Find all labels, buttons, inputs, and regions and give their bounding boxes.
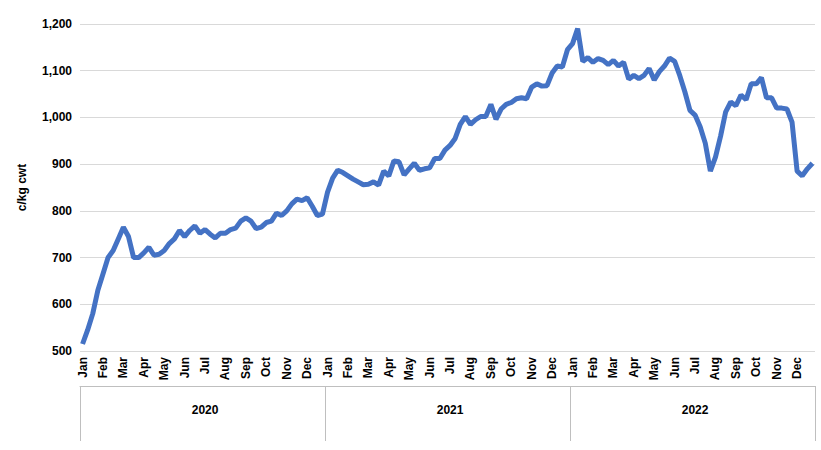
- svg-text:2020: 2020: [192, 403, 219, 417]
- svg-text:Sep: Sep: [239, 357, 253, 379]
- svg-text:Oct: Oct: [259, 357, 273, 377]
- svg-text:Oct: Oct: [504, 357, 518, 377]
- svg-text:Nov: Nov: [770, 357, 784, 380]
- svg-text:Aug: Aug: [218, 357, 232, 380]
- svg-text:Jun: Jun: [423, 357, 437, 378]
- svg-text:May: May: [402, 357, 416, 381]
- svg-text:Nov: Nov: [525, 357, 539, 380]
- svg-text:Apr: Apr: [382, 357, 396, 378]
- svg-text:Dec: Dec: [790, 357, 804, 379]
- svg-text:Nov: Nov: [280, 357, 294, 380]
- svg-text:1,000: 1,000: [42, 110, 72, 124]
- svg-text:800: 800: [52, 204, 72, 218]
- svg-text:Sep: Sep: [484, 357, 498, 379]
- svg-text:c/kg cwt: c/kg cwt: [15, 164, 29, 211]
- svg-text:Dec: Dec: [545, 357, 559, 379]
- svg-text:Jan: Jan: [321, 357, 335, 378]
- svg-text:Apr: Apr: [627, 357, 641, 378]
- svg-text:Jul: Jul: [443, 357, 457, 374]
- svg-text:Jan: Jan: [566, 357, 580, 378]
- svg-text:Jul: Jul: [688, 357, 702, 374]
- svg-text:500: 500: [52, 344, 72, 358]
- svg-text:Apr: Apr: [137, 357, 151, 378]
- svg-text:Aug: Aug: [708, 357, 722, 380]
- svg-text:700: 700: [52, 251, 72, 265]
- svg-text:900: 900: [52, 157, 72, 171]
- svg-text:Mar: Mar: [116, 357, 130, 379]
- svg-text:2022: 2022: [682, 403, 709, 417]
- svg-text:May: May: [157, 357, 171, 381]
- svg-text:May: May: [647, 357, 661, 381]
- svg-text:1,100: 1,100: [42, 64, 72, 78]
- svg-text:Jun: Jun: [668, 357, 682, 378]
- svg-text:Jan: Jan: [76, 357, 90, 378]
- svg-text:Mar: Mar: [361, 357, 375, 379]
- svg-text:Feb: Feb: [341, 357, 355, 378]
- svg-text:Feb: Feb: [586, 357, 600, 378]
- svg-text:Aug: Aug: [463, 357, 477, 380]
- svg-text:600: 600: [52, 297, 72, 311]
- svg-text:Oct: Oct: [749, 357, 763, 377]
- svg-text:1,200: 1,200: [42, 17, 72, 31]
- svg-text:Sep: Sep: [729, 357, 743, 379]
- svg-text:Jun: Jun: [178, 357, 192, 378]
- svg-text:2021: 2021: [437, 403, 464, 417]
- svg-text:Mar: Mar: [606, 357, 620, 379]
- svg-text:Jul: Jul: [198, 357, 212, 374]
- svg-text:Feb: Feb: [96, 357, 110, 378]
- svg-text:Dec: Dec: [300, 357, 314, 379]
